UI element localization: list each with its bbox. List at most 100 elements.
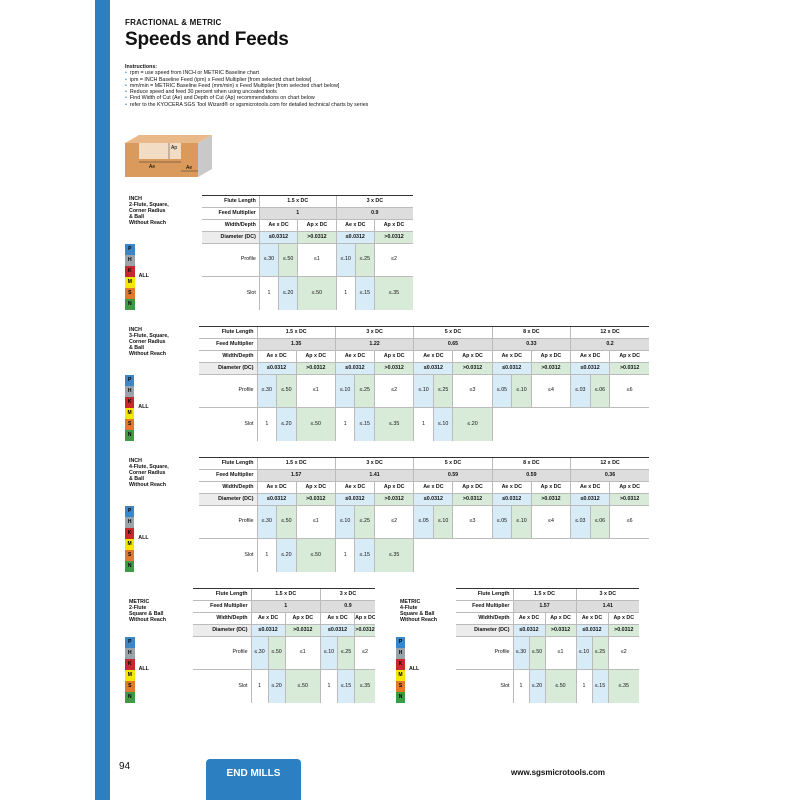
ae-header: Ae x DC xyxy=(570,481,610,494)
material-all: ALL xyxy=(138,665,149,672)
ae-header: Ae x DC xyxy=(413,350,453,363)
iso-h: H xyxy=(125,516,135,528)
diameter-large: >0.0312 xyxy=(297,231,337,244)
diameter-large: >0.0312 xyxy=(607,624,640,637)
slot-label: Slot xyxy=(201,276,260,310)
feed-multiplier-label: Feed Multiplier xyxy=(199,469,257,482)
profile-label: Profile xyxy=(238,518,254,525)
iso-s: S xyxy=(125,287,135,299)
diameter-large: >0.0312 xyxy=(609,362,649,375)
iso-p: P xyxy=(125,505,135,517)
feed-multiplier-value: 1.41 xyxy=(575,600,640,613)
flute-header: 3 x DC xyxy=(334,326,414,339)
profile-cell: ≤.30 xyxy=(256,505,277,539)
iso-s: S xyxy=(125,680,135,692)
instruction-item: Find Width of Cut (Ae) and Depth of Cut … xyxy=(125,95,525,101)
flute-header: 1.5 x DC xyxy=(258,195,337,208)
ap-header: Ap x DC xyxy=(607,612,640,625)
ap-header: Ap x DC xyxy=(609,481,649,494)
material-all: ALL xyxy=(138,403,149,410)
flute-header: 5 x DC xyxy=(413,326,493,339)
flute-length-label: Flute Length xyxy=(199,326,257,339)
ap-label: Ap xyxy=(171,145,177,151)
profile-cell: ≤.25 xyxy=(354,505,375,539)
iso-p: P xyxy=(125,636,135,648)
slot-cell: 1 xyxy=(334,538,355,572)
feed-multiplier-label: Feed Multiplier xyxy=(201,207,260,220)
slot-cell: ≤.20 xyxy=(278,276,298,310)
diameter-label: Diameter (DC) xyxy=(199,493,257,506)
profile-cell: ≤1 xyxy=(284,636,321,670)
slot-cell: 1 xyxy=(250,669,269,703)
diameter-small: ≤0.0312 xyxy=(512,624,545,637)
feed-multiplier-value: 0.59 xyxy=(491,469,571,482)
slot-cell: ≤.15 xyxy=(337,669,355,703)
material-all: ALL xyxy=(138,534,149,541)
end-mills-tab[interactable]: END MILLS xyxy=(206,759,301,800)
iso-n: N xyxy=(125,298,135,310)
iso-m: M xyxy=(125,276,135,288)
slot-cell: ≤.15 xyxy=(591,669,609,703)
profile-cell: ≤.30 xyxy=(256,374,277,408)
flute-length-label: Flute Length xyxy=(193,588,252,601)
diameter-small: ≤0.0312 xyxy=(256,493,297,506)
profile-cell: ≤1 xyxy=(297,243,337,277)
flute-header: 8 x DC xyxy=(491,457,571,470)
slot-cell: ≤.20 xyxy=(276,407,297,441)
flute-length-label: Flute Length xyxy=(201,195,260,208)
ae-header: Ae x DC xyxy=(334,350,375,363)
diameter-small: ≤0.0312 xyxy=(413,493,453,506)
profile-label: Profile xyxy=(240,256,256,263)
slot-cell: 1 xyxy=(256,407,277,441)
profile-cell: ≤2 xyxy=(374,374,414,408)
slot-cell: ≤.35 xyxy=(354,669,375,703)
ae-header: Ae x DC xyxy=(512,612,545,625)
ap-header: Ap x DC xyxy=(354,612,375,625)
profile-cell: ≤.30 xyxy=(250,636,269,670)
table-metric-2-flute: METRIC 2-Flute Square & Ball Without Rea… xyxy=(125,588,375,703)
iso-k: K xyxy=(125,396,135,408)
ae-header: Ae x DC xyxy=(334,481,375,494)
feed-multiplier-value: 1.35 xyxy=(256,338,336,351)
cut-diagram: Ap Ae Ae xyxy=(125,135,212,177)
iso-m: M xyxy=(125,538,135,550)
website-link[interactable]: www.sgsmicrotools.com xyxy=(511,768,605,777)
slot-cell: ≤.50 xyxy=(284,669,321,703)
ae-header: Ae x DC xyxy=(250,612,286,625)
iso-p: P xyxy=(125,374,135,386)
diameter-large: >0.0312 xyxy=(354,624,375,637)
profile-cell: ≤2 xyxy=(607,636,640,670)
ap-header: Ap x DC xyxy=(452,350,493,363)
feed-multiplier-value: 0.9 xyxy=(319,600,375,613)
slot-cell: ≤.20 xyxy=(528,669,545,703)
profile-cell: ≤.25 xyxy=(337,636,355,670)
slot-cell: 1 xyxy=(256,538,277,572)
material-all: ALL xyxy=(138,272,149,279)
ae-header: Ae x DC xyxy=(570,350,610,363)
profile-cell: ≤.50 xyxy=(267,636,286,670)
profile-cell: ≤.05 xyxy=(491,374,512,408)
slot-cell: 1 xyxy=(575,669,593,703)
feed-multiplier-label: Feed Multiplier xyxy=(193,600,252,613)
iso-h: H xyxy=(125,254,135,266)
table-title: METRIC 2-Flute Square & Ball Without Rea… xyxy=(129,598,167,623)
profile-cell: ≤.06 xyxy=(589,505,610,539)
instruction-item: rpm = use speed from INCH or METRIC Base… xyxy=(125,70,525,76)
diameter-small: ≤0.0312 xyxy=(258,231,298,244)
profile-cell: ≤.25 xyxy=(432,374,453,408)
profile-cell: ≤.25 xyxy=(354,243,375,277)
ap-header: Ap x DC xyxy=(530,481,571,494)
profile-cell: ≤.50 xyxy=(276,374,297,408)
profile-cell: ≤1 xyxy=(295,374,336,408)
ap-header: Ap x DC xyxy=(609,350,649,363)
diameter-small: ≤0.0312 xyxy=(575,624,609,637)
profile-cell: ≤.10 xyxy=(334,374,355,408)
diameter-small: ≤0.0312 xyxy=(570,362,610,375)
diameter-large: >0.0312 xyxy=(284,624,321,637)
iso-k: K xyxy=(396,658,405,670)
iso-s: S xyxy=(125,418,135,430)
diameter-large: >0.0312 xyxy=(530,493,571,506)
ae-header: Ae x DC xyxy=(256,350,297,363)
ap-header: Ap x DC xyxy=(452,481,493,494)
width-depth-label: Width/Depth xyxy=(199,481,257,494)
